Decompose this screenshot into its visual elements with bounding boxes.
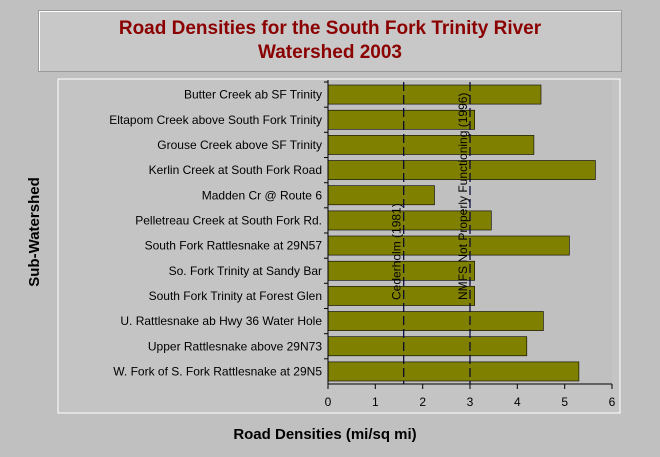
category-label: Butter Creek ab SF Trinity xyxy=(184,88,322,102)
x-tick-label: 1 xyxy=(372,395,379,409)
x-axis: 0 1 2 3 4 5 6 xyxy=(325,80,616,409)
bar xyxy=(327,336,528,357)
category-label: Upper Rattlesnake above 29N73 xyxy=(148,339,322,353)
category-labels-group: Butter Creek ab SF Trinity Eltapom Creek … xyxy=(109,81,328,378)
category-label: Madden Cr @ Route 6 xyxy=(202,188,323,202)
x-axis-title: Road Densities (mi/sq mi) xyxy=(233,426,416,443)
bar xyxy=(327,235,570,256)
category-label: South Fork Rattlesnake at 29N57 xyxy=(145,239,323,253)
y-axis-title: Sub-Watershed xyxy=(26,177,43,286)
category-label: So. Fork Trinity at Sandy Bar xyxy=(169,264,322,278)
reference-lines-group: Cederholm (1981) NMFS Not Properly Functi… xyxy=(390,82,471,384)
bar xyxy=(327,135,535,155)
x-tick-label: 6 xyxy=(609,395,616,409)
chart-title-box: Road Densities for the South Fork Trinit… xyxy=(38,10,622,72)
x-tick-label: 5 xyxy=(561,395,568,409)
category-label: South Fork Trinity at Forest Glen xyxy=(149,289,322,303)
reference-line-label: NMFS Not Properly Functioning (1996) xyxy=(456,93,470,300)
bar xyxy=(327,84,542,105)
bar xyxy=(327,185,435,206)
bar xyxy=(327,109,475,130)
chart-title-line-1: Road Densities for the South Fork Trinit… xyxy=(118,18,542,39)
category-label: Kerlin Creek at South Fork Road xyxy=(149,163,322,177)
category-label: U. Rattlesnake ab Hwy 36 Water Hole xyxy=(120,314,322,328)
reference-line-label: Cederholm (1981) xyxy=(390,203,404,300)
category-label: Grouse Creek above SF Trinity xyxy=(157,138,322,152)
x-tick-label: 2 xyxy=(419,395,426,409)
chart-title-line-2: Watershed 2003 xyxy=(258,42,402,63)
category-label: Pelletreau Creek at South Fork Rd. xyxy=(135,213,322,227)
category-label: W. Fork of S. Fork Rattlesnake at 29N5 xyxy=(113,364,322,378)
bar xyxy=(327,361,580,382)
x-tick-label: 3 xyxy=(467,395,474,409)
x-tick-label: 4 xyxy=(514,395,521,409)
category-label: Eltapom Creek above South Fork Trinity xyxy=(109,113,322,127)
bar xyxy=(327,311,544,331)
x-tick-label: 0 xyxy=(325,395,332,409)
